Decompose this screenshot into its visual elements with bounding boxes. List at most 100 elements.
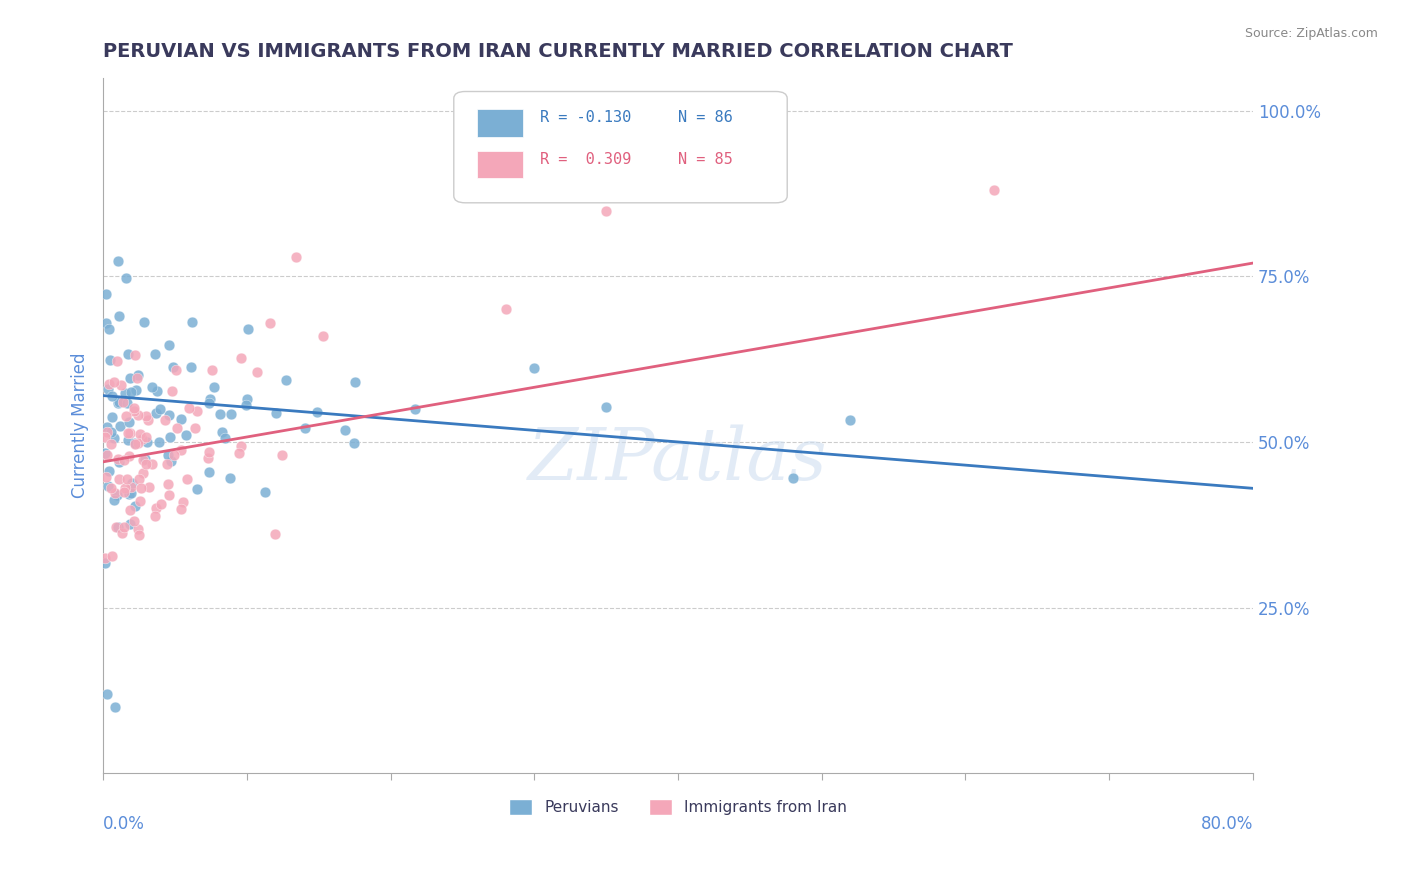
Point: [595, 204, 617, 219]
Point: [110, 419, 132, 434]
Point: [115, 396, 138, 410]
Point: [114, 386, 136, 401]
Point: [219, 471, 242, 485]
Point: [135, 435, 157, 450]
Point: [107, 472, 129, 486]
Point: [93, 551, 115, 566]
Point: [122, 401, 145, 415]
Y-axis label: Currently Married: Currently Married: [72, 352, 89, 498]
Point: [174, 428, 197, 442]
Point: [98, 353, 121, 368]
Point: [839, 412, 862, 426]
Point: [111, 526, 134, 541]
Point: [134, 451, 156, 466]
Point: [108, 395, 131, 409]
Point: [177, 401, 200, 415]
Point: [105, 488, 128, 502]
Point: [236, 322, 259, 336]
Point: [253, 485, 276, 500]
Point: [128, 368, 150, 383]
Point: [208, 407, 231, 421]
Point: [117, 472, 139, 486]
Point: [127, 408, 149, 422]
Point: [165, 363, 187, 377]
Point: [120, 480, 142, 494]
Point: [115, 271, 138, 285]
Point: [117, 347, 139, 361]
Point: [595, 400, 617, 414]
Text: ZIPatlas: ZIPatlas: [529, 425, 828, 495]
Point: [96, 470, 118, 484]
FancyBboxPatch shape: [477, 151, 523, 178]
Point: [231, 439, 253, 453]
Point: [127, 370, 149, 384]
Point: [163, 448, 186, 462]
Point: [149, 497, 172, 511]
Point: [132, 452, 155, 467]
Point: [127, 522, 149, 536]
Point: [176, 472, 198, 486]
Point: [117, 426, 139, 441]
Point: [118, 486, 141, 500]
Point: [128, 472, 150, 486]
Point: [107, 519, 129, 533]
Point: [93, 430, 115, 444]
Point: [120, 486, 142, 500]
Point: [117, 433, 139, 447]
Point: [96, 687, 118, 701]
Point: [103, 486, 125, 500]
Text: Source: ZipAtlas.com: Source: ZipAtlas.com: [1244, 27, 1378, 40]
Point: [153, 413, 176, 427]
Point: [118, 450, 141, 464]
Point: [97, 322, 120, 336]
Point: [127, 436, 149, 450]
Point: [124, 436, 146, 450]
Point: [198, 465, 221, 479]
Point: [124, 348, 146, 362]
Point: [107, 451, 129, 466]
Point: [100, 425, 122, 440]
Point: [101, 410, 124, 425]
Point: [294, 421, 316, 435]
Point: [495, 301, 517, 316]
FancyBboxPatch shape: [477, 109, 523, 136]
Point: [121, 476, 143, 491]
Point: [128, 528, 150, 542]
Point: [229, 351, 252, 366]
Point: [141, 458, 163, 472]
Point: [271, 448, 294, 462]
Point: [156, 457, 179, 471]
Point: [235, 398, 257, 412]
Point: [112, 520, 135, 534]
Text: R =  0.309: R = 0.309: [540, 153, 631, 167]
Point: [221, 407, 243, 421]
Point: [343, 435, 366, 450]
Point: [107, 254, 129, 268]
Point: [523, 360, 546, 375]
Point: [122, 514, 145, 528]
Point: [170, 442, 193, 457]
Point: [343, 375, 366, 389]
Point: [197, 451, 219, 466]
Point: [114, 409, 136, 423]
Point: [97, 383, 120, 397]
Point: [305, 405, 328, 419]
Point: [236, 392, 259, 406]
Point: [107, 455, 129, 469]
Point: [160, 454, 183, 468]
Point: [186, 403, 208, 417]
Point: [112, 485, 135, 500]
Point: [198, 396, 221, 410]
Point: [118, 371, 141, 385]
Point: [97, 463, 120, 477]
Point: [183, 421, 205, 435]
Point: [118, 425, 141, 440]
Point: [135, 430, 157, 444]
Point: [97, 377, 120, 392]
Point: [120, 384, 142, 399]
Point: [246, 365, 269, 379]
Point: [160, 384, 183, 398]
Point: [200, 362, 222, 376]
Point: [214, 431, 236, 445]
Point: [124, 436, 146, 450]
